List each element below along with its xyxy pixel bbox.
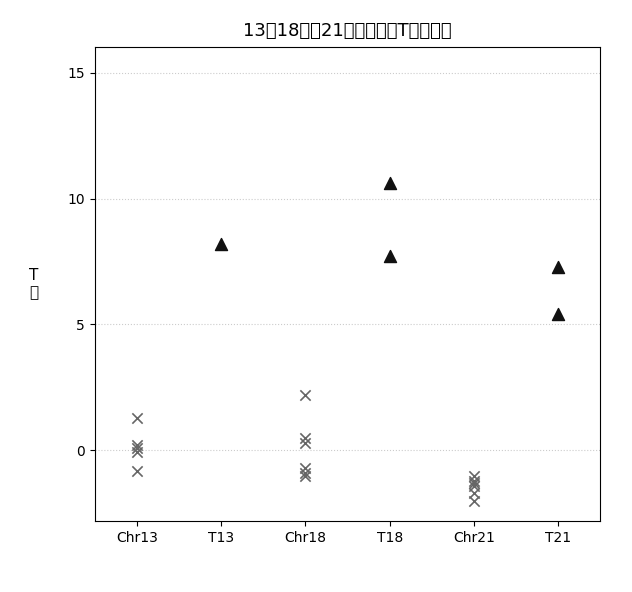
Point [469,478,479,488]
Point [300,390,310,400]
Point [553,262,563,271]
Point [300,438,310,448]
Point [300,464,310,473]
Point [132,466,142,475]
Point [300,468,310,478]
Point [469,471,479,480]
Title: 13、18以及21号染色体的T値统计图: 13、18以及21号染色体的T値统计图 [243,22,452,40]
Point [385,252,395,261]
Point [385,179,395,188]
Point [132,447,142,456]
Point [300,471,310,480]
Point [469,476,479,485]
Text: T
値: T 値 [30,268,39,300]
Point [132,413,142,423]
Point [132,440,142,450]
Point [300,433,310,443]
Point [132,443,142,453]
Point [469,481,479,490]
Point [469,488,479,498]
Point [216,239,226,249]
Point [553,310,563,319]
Point [469,496,479,506]
